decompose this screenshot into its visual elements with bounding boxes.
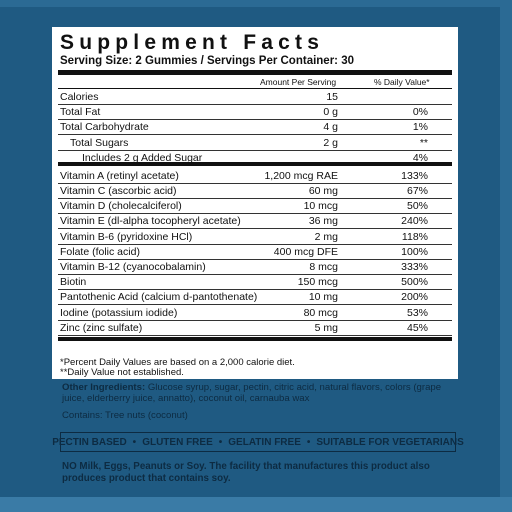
amount: 2 mg [314,230,338,243]
nutrient-row: Total Carbohydrate 4 g 1% [58,120,452,136]
nutrient-row: Zinc (zinc sulfate) 5 mg 45% [58,321,452,336]
serving-info: Serving Size: 2 Gummies / Servings Per C… [60,55,354,67]
nutrient-name: Total Fat [60,106,101,119]
bottom-band [0,497,512,512]
amount: 400 mcg DFE [273,245,338,258]
bullet: • [132,436,137,448]
daily-value: 4% [412,151,428,164]
nutrient-row: Iodine (potassium iodide) 80 mcg 53% [58,306,452,321]
daily-value: 50% [406,200,428,213]
daily-value: 67% [406,185,428,197]
daily-value: 500% [401,276,428,289]
nutrient-name: Vitamin E (dl-alpha tocopheryl acetate) [60,215,241,228]
nutrient-name: Vitamin A (retinyl acetate) [60,169,179,182]
amount: 4 g [323,121,338,134]
daily-value: 0% [412,106,428,119]
column-header: % Daily Value* [374,77,430,87]
footnote: **Daily Value not established. [60,367,184,378]
nutrient-row: Folate (folic acid) 400 mcg DFE 100% [58,245,452,260]
daily-value: 333% [401,261,428,273]
daily-value: ** [419,136,428,149]
nutrient-name: Zinc (zinc sulfate) [60,321,143,334]
nutrient-name: Iodine (potassium iodide) [60,306,178,319]
nutrient-name: Total Sugars [70,136,129,149]
other-ingredients: Other Ingredients: Glucose syrup, sugar,… [62,382,452,404]
claim: SUITABLE FOR VEGETARIANS [316,436,464,448]
nutrient-name: Total Carbohydrate [60,121,149,134]
daily-value: 133% [401,169,428,182]
title: Supplement Facts [60,31,325,54]
bullet: • [306,436,311,448]
amount: 5 mg [314,321,338,334]
daily-value: 100% [401,245,428,258]
rule [58,88,452,89]
nutrient-row: Includes 2 g Added Sugar 4% [58,151,452,166]
amount: 15 [326,91,338,103]
nutrient-name: Vitamin B-12 (cyanocobalamin) [60,261,206,273]
amount: 2 g [323,136,338,149]
nutrient-row: Pantothenic Acid (calcium d-pantothenate… [58,290,452,306]
nutrient-row: Vitamin B-6 (pyridoxine HCl) 2 mg 118% [58,230,452,245]
nutrient-row: Total Sugars 2 g ** [58,136,452,151]
amount: 10 mcg [303,200,338,213]
claims-banner: PECTIN BASED • GLUTEN FREE • GELATIN FREE •… [52,432,464,452]
amount: 60 mg [308,185,338,197]
claim: GELATIN FREE [228,436,301,448]
footnote: *Percent Daily Values are based on a 2,0… [60,357,295,368]
amount: 150 mcg [297,276,338,289]
facts-panel: Supplement Facts Serving Size: 2 Gummies… [52,27,458,379]
nutrient-row: Vitamin E (dl-alpha tocopheryl acetate) 3… [58,214,452,230]
amount: 0 g [323,106,338,119]
claim: GLUTEN FREE [142,436,213,448]
nutrient-row: Vitamin C (ascorbic acid) 60 mg 67% [58,184,452,199]
amount: 1,200 mcg RAE [264,169,338,182]
nutrient-row: Total Fat 0 g 0% [58,105,452,121]
nutrient-name: Pantothenic Acid (calcium d-pantothenate… [60,291,258,304]
nutrient-name: Vitamin C (ascorbic acid) [60,185,177,197]
nutrient-name: Folate (folic acid) [60,245,140,258]
nutrient-name: Vitamin D (cholecalciferol) [60,200,182,213]
daily-value: 118% [401,230,428,243]
nutrient-name: Calories [60,91,99,103]
claim: PECTIN BASED [52,436,127,448]
nutrient-row: Calories 15 [58,90,452,105]
nutrient-name: Vitamin B-6 (pyridoxine HCl) [60,230,193,243]
thick-rule [58,337,452,341]
ingredients-label: Other Ingredients: [62,382,146,393]
daily-value: 45% [406,321,428,334]
bullet: • [218,436,223,448]
amount: 8 mcg [309,261,338,273]
side-band [500,0,512,512]
nutrient-row: Biotin 150 mcg 500% [58,275,452,291]
thick-rule [58,70,452,75]
amount: 36 mg [308,215,338,228]
nutrient-row: Vitamin A (retinyl acetate) 1,200 mcg RAE… [58,169,452,184]
amount: 10 mg [308,291,338,304]
nutrient-name: Includes 2 g Added Sugar [82,151,203,164]
nutrient-name: Biotin [60,276,87,289]
daily-value: 1% [412,121,428,134]
top-band [0,0,512,7]
column-header: Amount Per Serving [260,77,337,87]
allergen: Contains: Tree nuts (coconut) [62,410,188,421]
ingredients-text: Glucose syrup, sugar, pectin, citric aci… [62,382,442,404]
nutrient-row: Vitamin D (cholecalciferol) 10 mcg 50% [58,199,452,215]
daily-value: 200% [401,291,428,304]
daily-value: 240% [401,215,428,228]
daily-value: 53% [406,306,428,319]
nutrient-row: Vitamin B-12 (cyanocobalamin) 8 mcg 333% [58,260,452,275]
warning: NO Milk, Eggs, Peanuts or Soy. The facil… [62,461,430,484]
amount: 80 mcg [303,306,338,319]
